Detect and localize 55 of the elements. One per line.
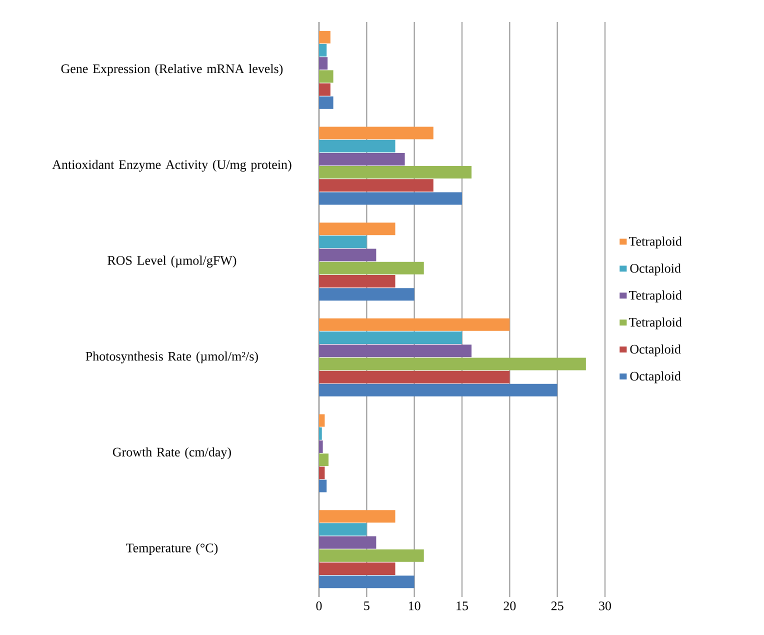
bar [318,358,586,370]
legend-label: Tetraploid [628,318,682,330]
bar [318,480,327,492]
y-tick-label: Temperature (°C) [126,543,218,555]
bar [318,344,472,358]
y-tick-label: Photosynthesis Rate (µmol/m²/s) [86,352,258,364]
x-tick-label: 30 [599,602,611,610]
bar [318,140,396,152]
bar [318,562,396,575]
x-tick-label: 25 [551,602,564,610]
bar [318,30,330,44]
bar [318,57,328,70]
bar [318,454,329,466]
y-tick-label: ROS Level (µmol/gFW) [108,256,236,268]
bar [318,536,376,549]
bar [318,248,376,262]
bar [318,152,405,166]
y-tick-label: Gene Expression (Relative mRNA levels) [61,64,283,76]
bar [318,236,367,248]
bar [318,510,396,523]
bar [318,179,434,192]
bar [318,414,325,427]
bar [318,440,323,453]
bar [318,384,558,396]
bar [318,523,367,536]
bar [318,466,325,480]
bar [318,576,414,588]
x-tick-label: 0 [316,602,322,610]
bar [318,44,327,57]
y-tick-label: Antioxidant Enzyme Activity (U/mg protein) [52,160,292,172]
bar [318,427,322,440]
bar [318,70,334,83]
bar [318,318,510,331]
legend-label: Octaploid [630,344,681,356]
x-tick-label: 15 [456,602,468,610]
y-tick-label: Growth Rate (cm/day) [112,447,231,460]
bar [318,192,462,205]
bar [318,370,510,384]
bar [318,288,414,301]
bar [318,549,424,562]
x-tick-label: 10 [408,602,420,610]
bar [318,262,424,274]
bar [318,332,462,344]
bar [318,83,330,96]
legend-label: Octaploid [630,371,681,384]
bar [318,96,334,109]
legend-label: Tetraploid [628,236,682,248]
x-tick-label: 5 [364,602,370,610]
bar [318,274,396,288]
bar [318,166,472,179]
legend-label: Tetraploid [628,290,682,302]
legend-label: Octaploid [630,264,681,276]
bar [318,126,434,140]
bar [318,222,396,236]
x-tick-label: 20 [504,602,516,610]
